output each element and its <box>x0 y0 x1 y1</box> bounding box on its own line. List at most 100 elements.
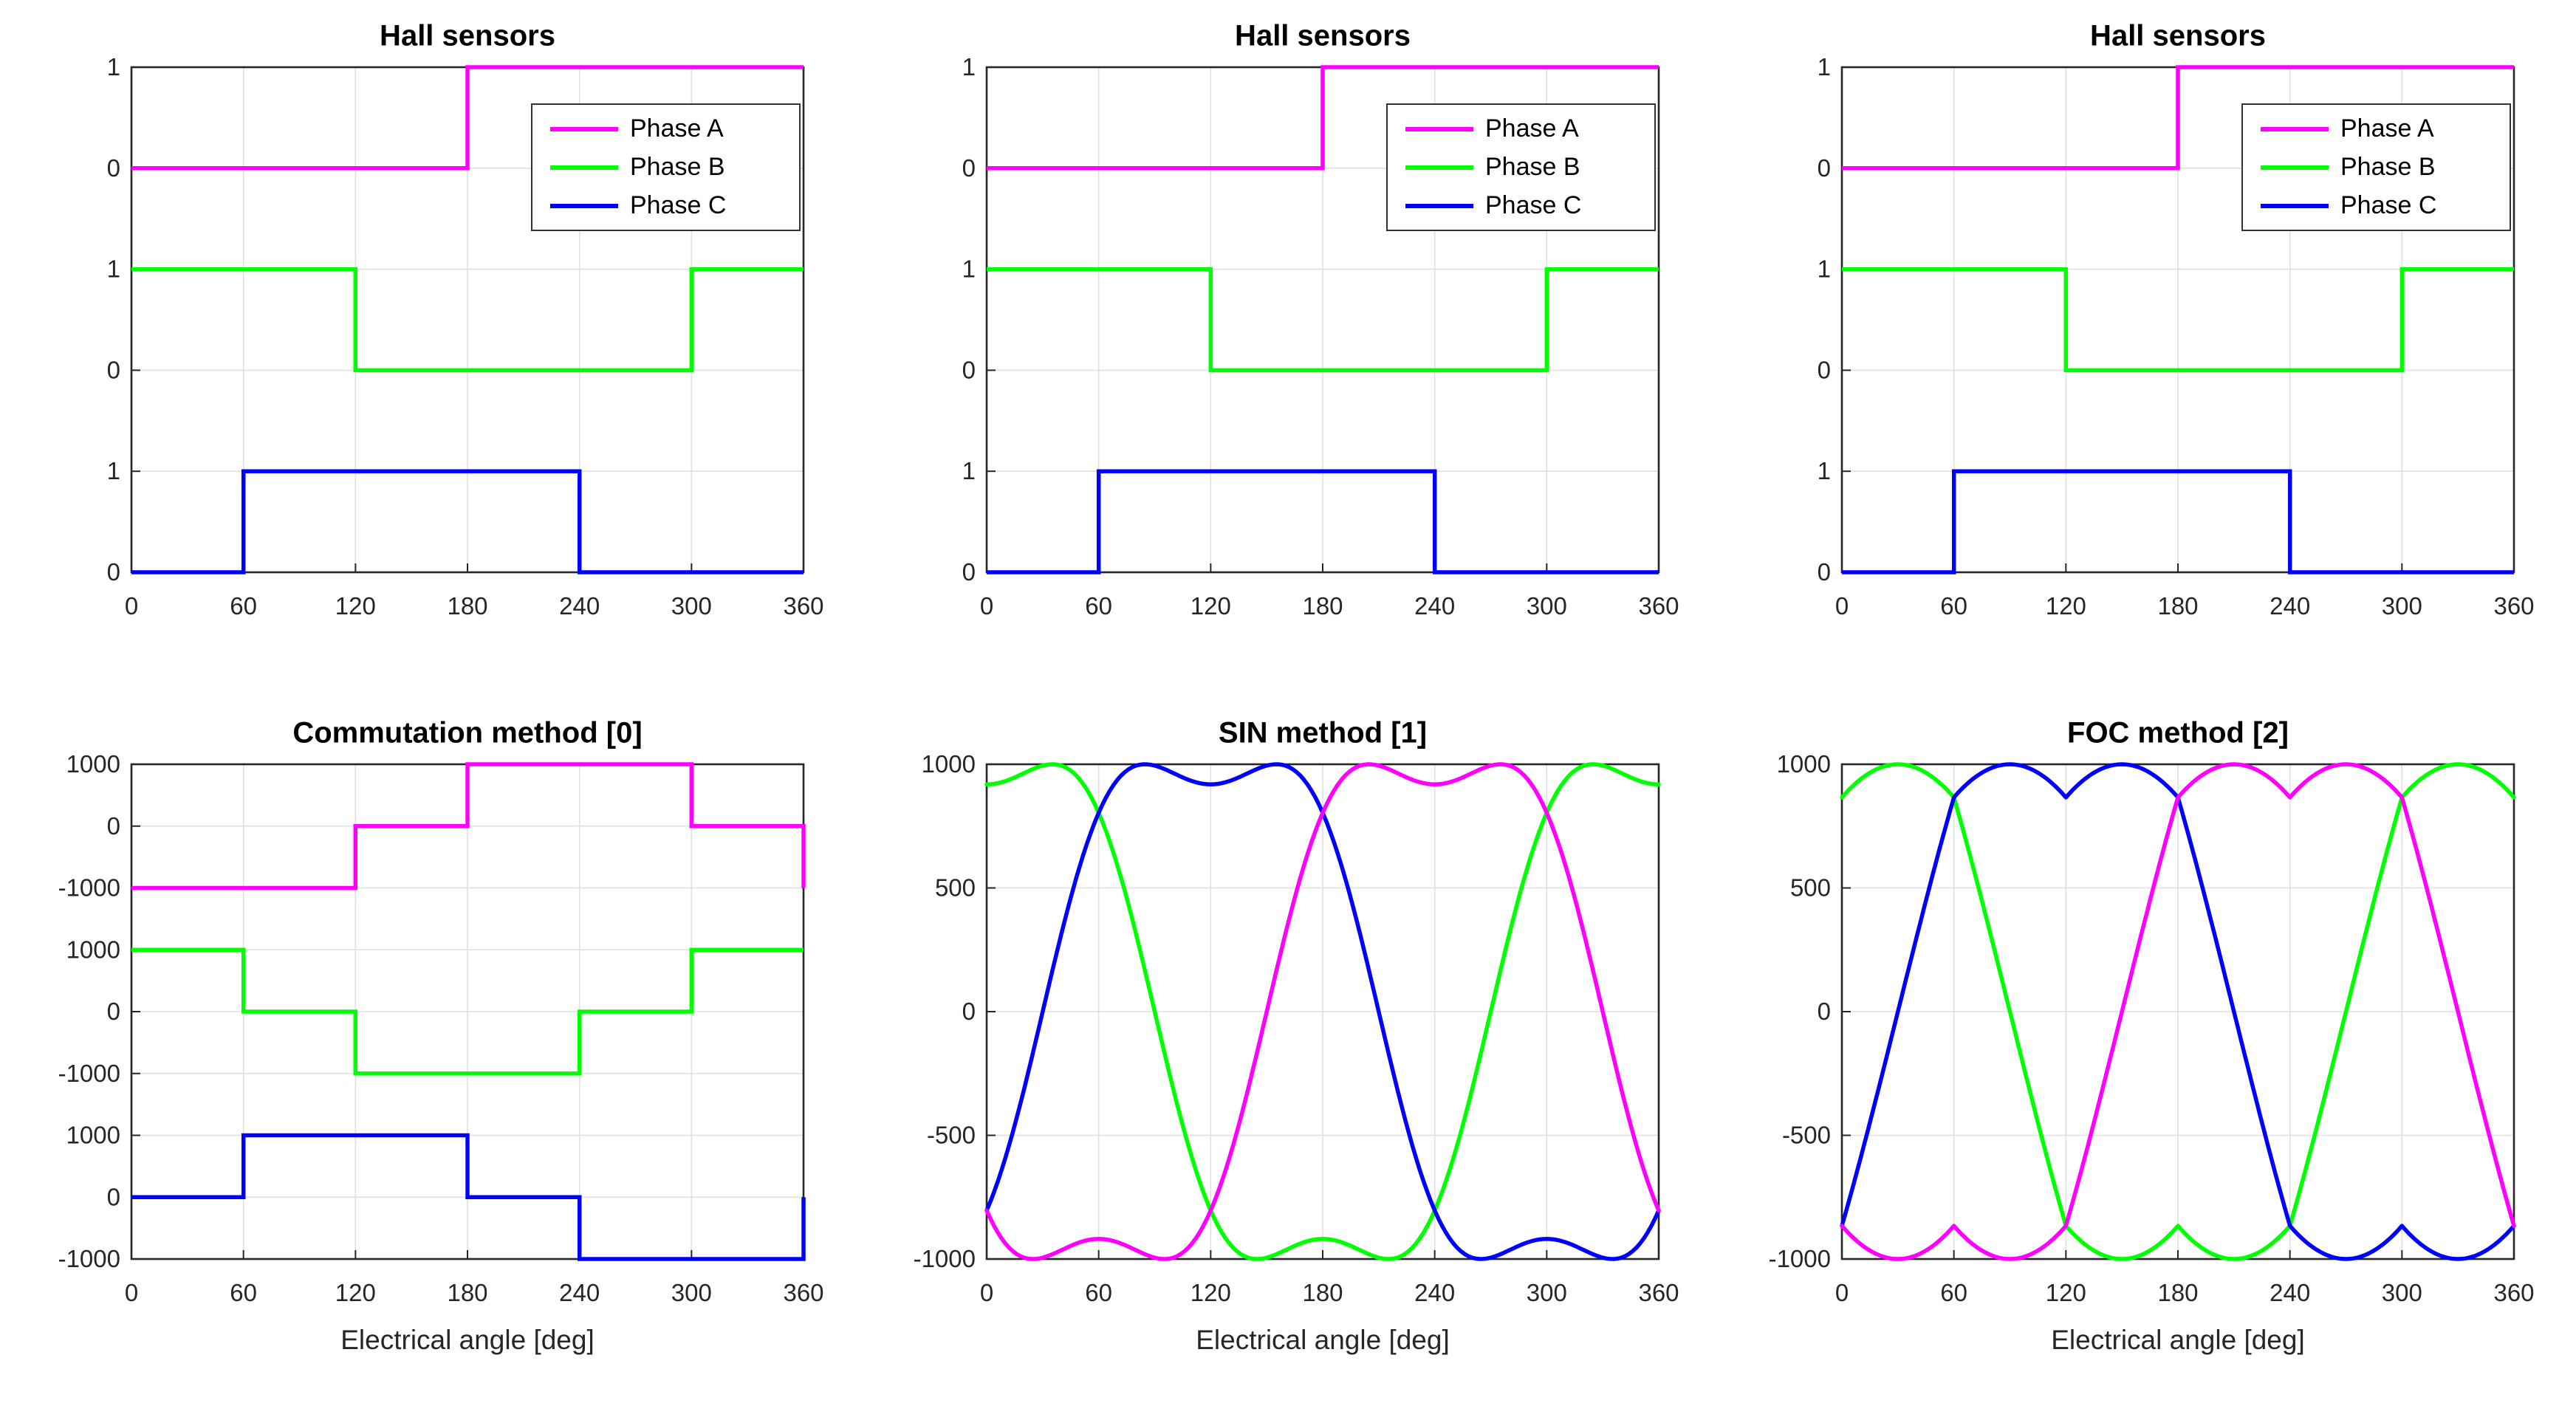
x-axis-label-commutation: Electrical angle [deg] <box>340 1325 595 1355</box>
y-tick-label: 500 <box>935 874 976 902</box>
y-tick-label: 1 <box>962 457 976 484</box>
x-tick-label: 360 <box>783 592 823 620</box>
subplot-hall-1: 0 60 120 180 240 300 360 1 0 1 0 1 0 <box>107 53 824 620</box>
y-tick-label: -1000 <box>914 1245 976 1272</box>
x-tick-label: 120 <box>2046 592 2086 620</box>
y-tick-label: -500 <box>1782 1122 1831 1149</box>
x-tick-label: 120 <box>335 1279 376 1306</box>
x-tick-label: 180 <box>1302 1279 1343 1306</box>
x-tick-label: 300 <box>671 1279 712 1306</box>
legend-entry-phase-c: Phase C <box>2243 191 2510 220</box>
phase-c-curve <box>131 1133 806 1261</box>
legend-entry-phase-c: Phase C <box>532 191 799 220</box>
y-tick-label: 0 <box>107 998 120 1025</box>
legend-entry-phase-c: Phase C <box>1388 191 1654 220</box>
legend-label: Phase A <box>2340 114 2434 143</box>
x-tick-label: 240 <box>2270 592 2310 620</box>
y-tick-label: -1000 <box>58 1245 120 1272</box>
x-tick-label: 300 <box>1527 592 1567 620</box>
y-tick-label: 0 <box>1818 356 1831 383</box>
y-tick-label: 1000 <box>922 750 976 778</box>
phase-b-curve <box>1842 267 2514 373</box>
x-tick-label: 300 <box>2382 592 2422 620</box>
x-tick-label: 180 <box>2157 592 2198 620</box>
subplot-foc-method: 0 60 120 180 240 300 360 1000 500 0 -500 -1000 <box>1769 750 2535 1306</box>
x-tick-label: 0 <box>980 1279 993 1306</box>
x-tick-label: 360 <box>1638 592 1679 620</box>
y-tick-label: 1 <box>107 457 120 484</box>
x-tick-label: 240 <box>1414 1279 1455 1306</box>
y-tick-label: 0 <box>962 356 976 383</box>
plot-title-hall-2: Hall sensors <box>1235 19 1411 52</box>
y-tick-label: 1000 <box>66 936 120 963</box>
x-tick-label: 0 <box>125 1279 138 1306</box>
x-tick-label: 180 <box>2157 1279 2198 1306</box>
plot-title-sin-method: SIN method [1] <box>1218 716 1428 749</box>
x-tick-label: 0 <box>125 592 138 620</box>
x-tick-label: 120 <box>1191 592 1231 620</box>
legend-box: Phase A Phase B Phase C <box>531 103 801 231</box>
x-tick-label: 180 <box>447 592 487 620</box>
phase-a-line-sample <box>550 126 618 131</box>
x-tick-label: 60 <box>1940 592 1967 620</box>
y-tick-label: 1 <box>1818 53 1831 80</box>
phase-c-curve <box>131 469 804 574</box>
x-tick-label: 60 <box>230 1279 257 1306</box>
y-tick-label: 0 <box>962 154 976 182</box>
legend-label: Phase C <box>1485 191 1582 219</box>
phase-b-line-sample <box>1405 165 1473 170</box>
y-tick-label: 1 <box>1818 255 1831 283</box>
y-tick-label: 1 <box>962 53 976 80</box>
legend-label: Phase C <box>2340 191 2437 219</box>
phase-c-curve <box>1842 469 2514 574</box>
legend-entry-phase-b: Phase B <box>2243 153 2510 182</box>
phase-a-line-sample <box>2261 126 2329 131</box>
legend-label: Phase B <box>2340 153 2436 181</box>
plot-title-hall-3: Hall sensors <box>2090 19 2266 52</box>
x-tick-label: 300 <box>671 592 712 620</box>
plot-title-foc-method: FOC method [2] <box>2067 716 2289 749</box>
x-tick-label: 240 <box>559 1279 600 1306</box>
phase-c-line-sample <box>550 203 618 208</box>
y-tick-label: 1000 <box>66 750 120 778</box>
subplot-sin-method: 0 60 120 180 240 300 360 1000 500 0 -500 -1000 <box>914 750 1679 1306</box>
legend-label: Phase B <box>630 153 725 181</box>
phase-a-curve <box>131 65 804 171</box>
y-tick-label: 1 <box>107 255 120 283</box>
y-tick-label: -500 <box>927 1122 976 1149</box>
phase-c-line-sample <box>2261 203 2329 208</box>
x-tick-label: 300 <box>1527 1279 1567 1306</box>
phase-c-curve <box>987 469 1659 574</box>
y-tick-label: 0 <box>1818 154 1831 182</box>
phase-b-curve <box>131 947 804 1076</box>
legend-entry-phase-b: Phase B <box>532 153 799 182</box>
x-tick-label: 360 <box>2493 1279 2534 1306</box>
phase-a-curve <box>1842 65 2514 171</box>
subplot-commutation: 0 60 120 180 240 300 36010000-100010000-100010… <box>58 750 824 1306</box>
legend-label: Phase C <box>630 191 727 219</box>
x-tick-label: 360 <box>1638 1279 1679 1306</box>
x-tick-label: 60 <box>1085 1279 1112 1306</box>
y-tick-label: 0 <box>962 998 976 1025</box>
y-tick-label: 1000 <box>1777 750 1831 778</box>
phase-a-curve <box>131 762 806 891</box>
legend-label: Phase B <box>1485 153 1580 181</box>
y-tick-label: 0 <box>107 154 120 182</box>
legend-entry-phase-b: Phase B <box>1388 153 1654 182</box>
y-tick-label: 500 <box>1790 874 1831 902</box>
phase-b-line-sample <box>550 165 618 170</box>
legend-label: Phase A <box>1485 114 1579 143</box>
x-tick-label: 180 <box>447 1279 487 1306</box>
phase-b-curve <box>987 267 1659 373</box>
y-tick-label: 0 <box>1818 998 1831 1025</box>
y-tick-label: 0 <box>107 812 120 840</box>
y-tick-label: 1 <box>107 53 120 80</box>
phase-b-curve <box>131 267 804 373</box>
y-tick-label: -1000 <box>58 874 120 902</box>
x-tick-label: 120 <box>2046 1279 2086 1306</box>
phase-b-line-sample <box>2261 165 2329 170</box>
y-tick-label: 0 <box>107 558 120 586</box>
x-tick-label: 360 <box>783 1279 823 1306</box>
y-tick-label: 0 <box>107 1183 120 1210</box>
x-tick-label: 60 <box>230 592 257 620</box>
